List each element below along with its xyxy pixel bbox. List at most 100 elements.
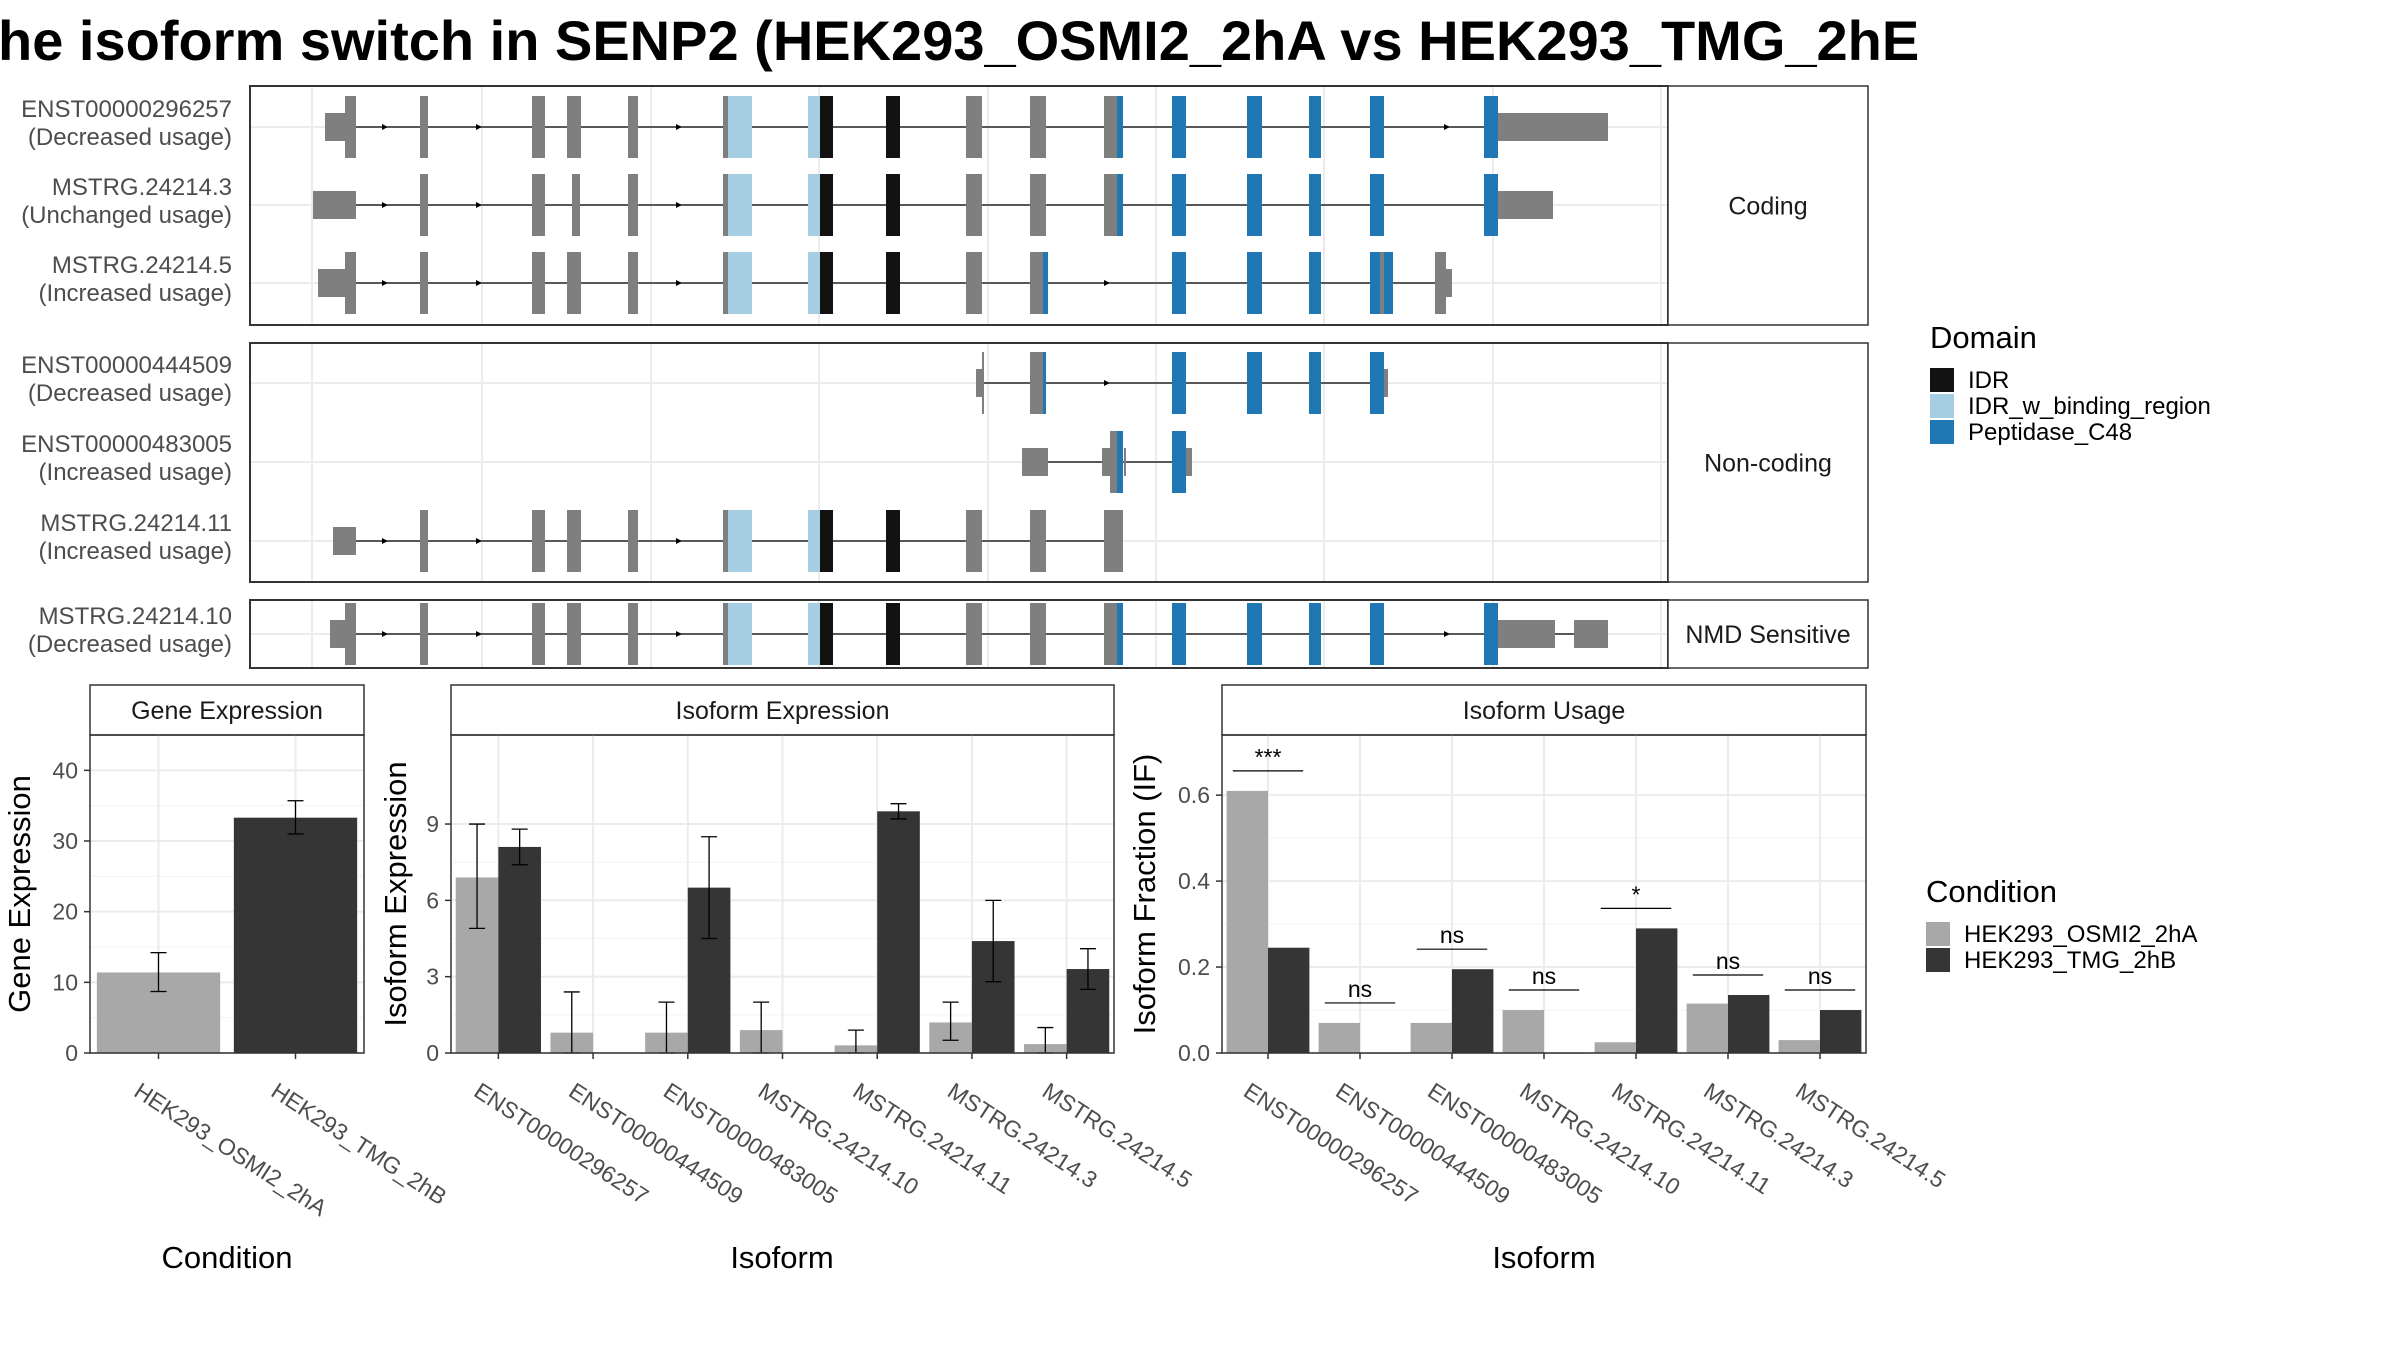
protein-domain bbox=[820, 603, 833, 665]
protein-domain bbox=[1117, 174, 1123, 236]
protein-domain bbox=[1247, 252, 1262, 314]
strand-arrow bbox=[382, 202, 388, 208]
protein-domain bbox=[728, 96, 752, 158]
strand-arrow bbox=[382, 631, 388, 637]
bar bbox=[1226, 790, 1268, 1053]
coding-exon bbox=[1030, 510, 1046, 572]
coding-exon bbox=[532, 252, 545, 314]
protein-domain bbox=[808, 96, 820, 158]
protein-domain bbox=[1117, 431, 1123, 493]
chart-title: Isoform Usage bbox=[1463, 697, 1626, 725]
coding-exon bbox=[345, 252, 356, 314]
y-tick-label: 0.2 bbox=[1178, 954, 1210, 980]
transcript-usage-label: (Increased usage) bbox=[39, 280, 232, 307]
plot-border bbox=[89, 734, 365, 1054]
coding-exon bbox=[345, 603, 356, 665]
y-tick-label: 30 bbox=[52, 828, 78, 854]
transcript-id-label: MSTRG.24214.3 bbox=[52, 174, 232, 201]
transcript-usage-label: (Increased usage) bbox=[39, 538, 232, 565]
legend-swatch bbox=[1930, 368, 1954, 392]
x-tick-label: ENST00000444509 bbox=[564, 1077, 748, 1209]
utr-exon bbox=[976, 369, 982, 397]
strand-arrow bbox=[676, 124, 682, 130]
coding-exon bbox=[1104, 510, 1123, 572]
transcript-usage-label: (Unchanged usage) bbox=[21, 202, 232, 229]
protein-domain bbox=[1247, 96, 1262, 158]
utr-exon bbox=[1384, 369, 1388, 397]
bar bbox=[1452, 969, 1494, 1053]
coding-exon bbox=[420, 252, 428, 314]
legend-swatch bbox=[1926, 948, 1950, 972]
protein-domain bbox=[808, 252, 820, 314]
x-tick-label: MSTRG.24214.11 bbox=[1607, 1077, 1775, 1199]
protein-domain bbox=[820, 510, 833, 572]
strand-arrow bbox=[1104, 280, 1110, 286]
transcript-id-label: ENST00000296257 bbox=[21, 96, 232, 123]
strand-arrow bbox=[1104, 380, 1110, 386]
x-tick-label: MSTRG.24214.3 bbox=[1699, 1077, 1858, 1193]
legend-label: Peptidase_C48 bbox=[1968, 419, 2132, 446]
domain-legend: Domain IDRIDR_w_binding_regionPeptidase_C… bbox=[1930, 320, 2211, 446]
domain-legend-title: Domain bbox=[1930, 320, 2037, 355]
y-tick-label: 40 bbox=[52, 757, 78, 783]
strand-arrow bbox=[476, 124, 482, 130]
significance-label: ns bbox=[1808, 963, 1832, 989]
bar bbox=[1728, 994, 1770, 1053]
coding-exon bbox=[628, 174, 638, 236]
protein-domain bbox=[808, 174, 820, 236]
protein-domain bbox=[1172, 352, 1186, 414]
strand-arrow bbox=[1444, 124, 1450, 130]
protein-domain bbox=[1309, 174, 1321, 236]
x-tick-label: ENST00000444509 bbox=[1331, 1077, 1515, 1209]
y-tick-label: 20 bbox=[52, 899, 78, 925]
utr-exon bbox=[313, 191, 356, 219]
protein-domain bbox=[1484, 174, 1498, 236]
y-tick-label: 0.0 bbox=[1178, 1040, 1210, 1066]
protein-domain bbox=[1384, 252, 1393, 314]
y-tick-label: 0 bbox=[426, 1040, 439, 1066]
utr-exon bbox=[1022, 448, 1048, 476]
x-tick-label: ENST00000296257 bbox=[1239, 1077, 1423, 1209]
transcript-usage-label: (Decreased usage) bbox=[28, 380, 232, 407]
protein-domain bbox=[1172, 603, 1186, 665]
strand-arrow bbox=[382, 538, 388, 544]
transcript-usage-label: (Decreased usage) bbox=[28, 631, 232, 658]
x-tick-label: MSTRG.24214.5 bbox=[1791, 1077, 1950, 1193]
coding-exon bbox=[966, 510, 982, 572]
coding-exon bbox=[1030, 352, 1046, 414]
coding-exon bbox=[420, 603, 428, 665]
legend-swatch bbox=[1930, 394, 1954, 418]
protein-domain bbox=[1370, 352, 1384, 414]
utr-exon bbox=[1574, 620, 1608, 648]
y-tick-label: 3 bbox=[426, 964, 439, 990]
y-tick-label: 9 bbox=[426, 811, 439, 837]
coding-exon bbox=[532, 510, 545, 572]
chart-title: Gene Expression bbox=[131, 697, 323, 725]
y-axis-title: Isoform Fraction (IF) bbox=[1127, 754, 1162, 1035]
bar bbox=[877, 811, 920, 1053]
coding-exon bbox=[966, 96, 982, 158]
coding-exon bbox=[982, 352, 984, 414]
coding-exon bbox=[628, 510, 638, 572]
utr-exon bbox=[1498, 620, 1555, 648]
protein-domain bbox=[1172, 252, 1186, 314]
figure-title: he isoform switch in SENP2 (HEK293_OSMI2… bbox=[0, 9, 1919, 72]
transcript-id-label: MSTRG.24214.10 bbox=[39, 603, 232, 630]
protein-domain bbox=[1309, 603, 1321, 665]
isoform-expression-chart: Isoform Expression 0 3 6 9 ENST00000296257ENS… bbox=[378, 684, 1197, 1275]
x-axis-title: Isoform bbox=[1492, 1240, 1595, 1275]
x-tick-label: MSTRG.24214.11 bbox=[848, 1077, 1016, 1199]
protein-domain bbox=[820, 252, 833, 314]
protein-domain bbox=[886, 252, 900, 314]
protein-domain bbox=[1370, 96, 1384, 158]
significance-label: ns bbox=[1716, 948, 1740, 974]
x-axis-title: Isoform bbox=[730, 1240, 833, 1275]
x-axis-title: Condition bbox=[162, 1240, 293, 1275]
facet-strip bbox=[1667, 342, 1869, 583]
coding-exon bbox=[572, 174, 580, 236]
strand-arrow bbox=[382, 280, 388, 286]
y-tick-label: 0.6 bbox=[1178, 782, 1210, 808]
